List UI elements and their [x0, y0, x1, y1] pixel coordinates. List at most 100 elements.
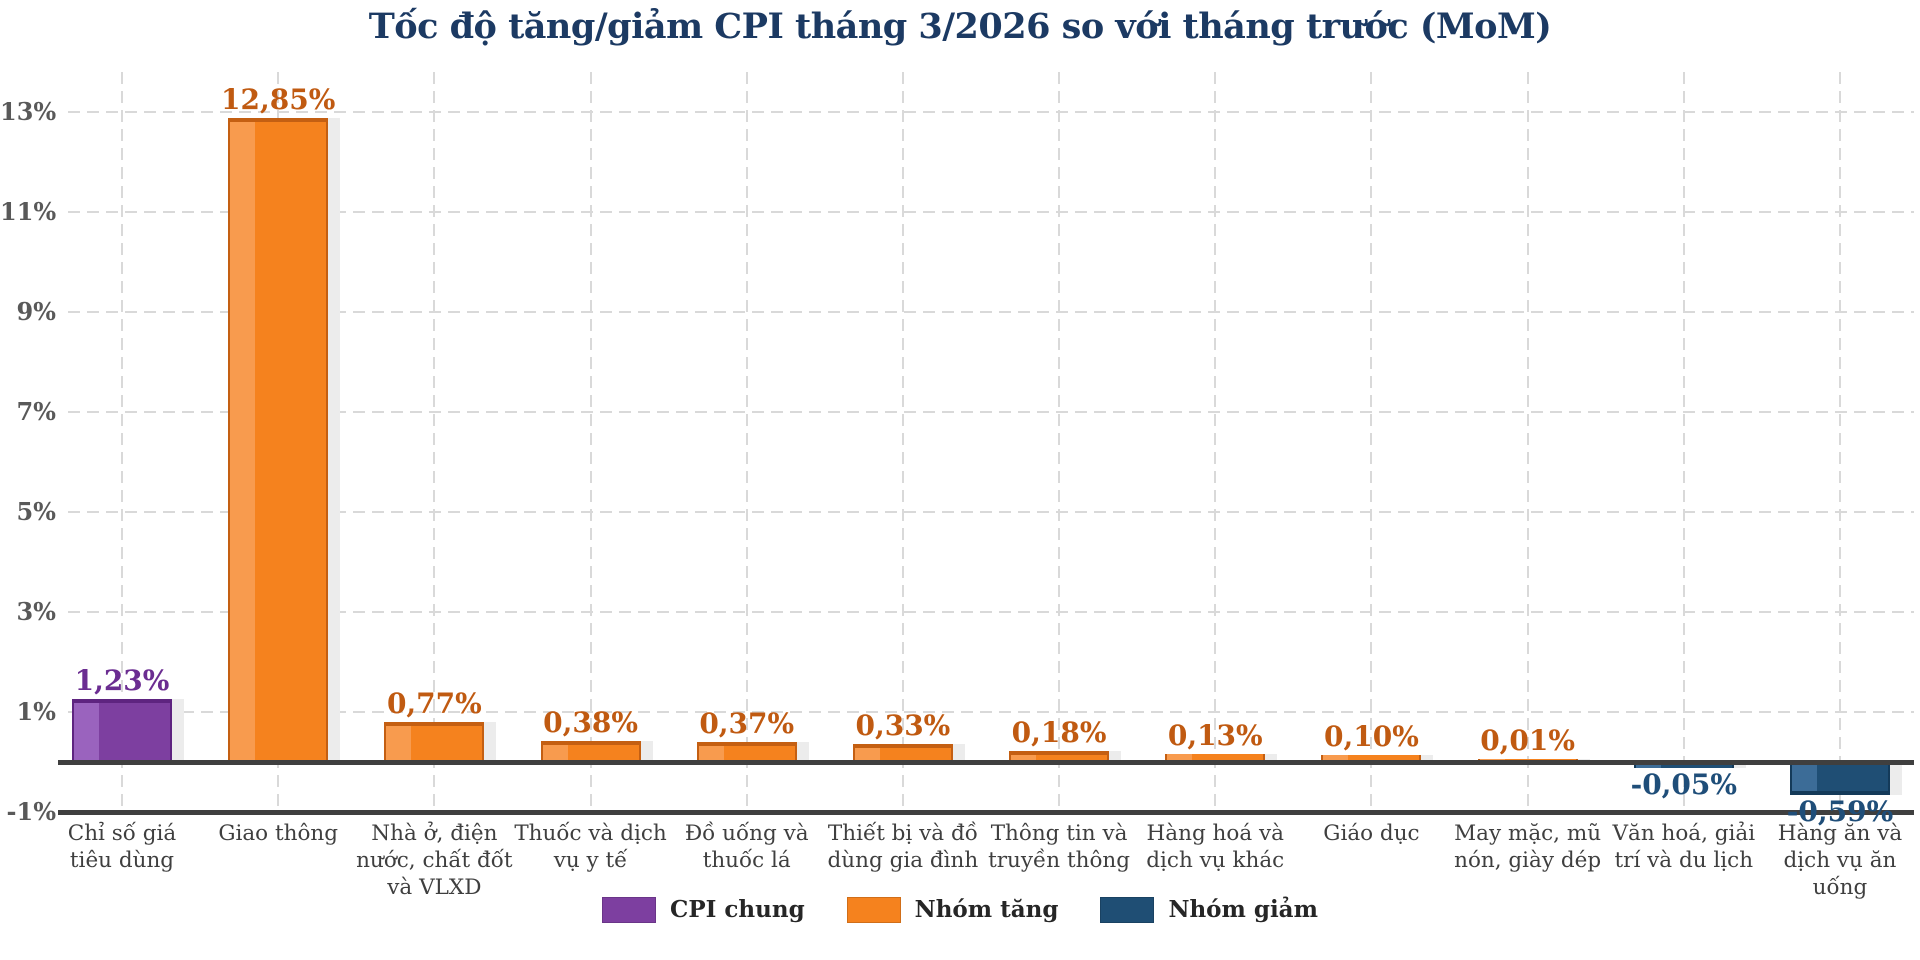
category-label-line: tiêu dùng — [69, 848, 175, 873]
y-axis-tick-label: -1% — [6, 797, 56, 826]
category-label-line: Hàng ăn và — [1777, 821, 1903, 846]
category-label-line: Giáo dục — [1323, 821, 1420, 846]
bar-6[interactable] — [852, 743, 953, 760]
y-axis-tick-label: 3% — [16, 597, 56, 626]
legend-swatch-down — [1100, 896, 1155, 923]
x-axis-category-label: Đồ uống và thuốc lá — [659, 820, 835, 874]
bar-value-label: 1,23% — [74, 663, 170, 697]
zero-axis-line — [58, 760, 1914, 765]
horizontal-gridline — [68, 711, 1914, 713]
x-axis-category-label: Thiết bị và đồ dùng gia đình — [815, 820, 991, 874]
bar-value-label: 0,38% — [543, 706, 638, 739]
bar-4[interactable] — [540, 741, 641, 760]
vertical-gridline — [1370, 72, 1373, 810]
category-label-line: Chỉ số giá — [67, 821, 177, 846]
category-label-line: Hàng hoá và — [1146, 821, 1284, 846]
category-label-line: Đồ uống và — [684, 821, 809, 846]
horizontal-gridline — [68, 211, 1914, 213]
x-axis-category-label: Nhà ở, điện nước, chất đốt và VLXD — [346, 820, 522, 901]
bar-3[interactable] — [384, 721, 485, 760]
category-label-line: Nhà ở, điện — [371, 821, 498, 846]
category-label-line: nón, giày dép — [1454, 848, 1602, 873]
bar-value-label: 0,01% — [1480, 724, 1576, 757]
legend-item-down[interactable]: Nhóm giảm — [1100, 896, 1318, 923]
bar-value-label: -0,59% — [1786, 794, 1894, 828]
vertical-gridline — [433, 72, 436, 810]
bar-9[interactable] — [1321, 755, 1422, 760]
category-label-line: Thiết bị và đồ — [827, 821, 978, 846]
category-label-line: Thông tin và — [990, 821, 1128, 846]
vertical-gridline — [1838, 72, 1841, 810]
vertical-gridline — [1214, 72, 1217, 810]
y-axis-tick-label: 11% — [0, 197, 57, 226]
y-axis-tick-label: 1% — [16, 697, 56, 726]
x-axis-category-label: Hàng hoá và dịch vụ khác — [1127, 820, 1303, 874]
x-axis-category-label: Thuốc và dịch vụ y tế — [503, 820, 679, 874]
bar-7[interactable] — [1009, 751, 1110, 760]
category-label-line: May mặc, mũ — [1454, 821, 1602, 846]
category-label-line: thuốc lá — [702, 848, 791, 873]
bar-value-label: 0,37% — [699, 706, 795, 740]
bottom-axis-line — [58, 810, 1914, 815]
bar-value-label: -0,05% — [1630, 767, 1737, 801]
legend-label: CPI chung — [670, 896, 805, 923]
vertical-gridline — [121, 72, 123, 810]
bar-5[interactable] — [696, 741, 797, 760]
x-axis-category-label: Thông tin và truyền thông — [971, 820, 1147, 874]
x-axis-category-label: Hàng ăn và dịch vụ ăn uống — [1752, 820, 1920, 901]
horizontal-gridline — [68, 111, 1914, 113]
bar-value-label: 0,10% — [1324, 720, 1419, 753]
bar-value-label: 0,18% — [1011, 716, 1107, 749]
bar-value-label: 0,77% — [386, 686, 482, 720]
bar-10[interactable] — [1477, 759, 1578, 760]
legend-item-up[interactable]: Nhóm tăng — [846, 896, 1059, 923]
chart-title: Tốc độ tăng/giảm CPI tháng 3/2026 so với… — [368, 6, 1552, 47]
category-label-line: trí và du lịch — [1614, 848, 1754, 873]
vertical-gridline — [745, 72, 748, 810]
y-axis-tick-label: 13% — [0, 97, 57, 126]
y-axis-tick-label: 7% — [16, 397, 56, 426]
horizontal-gridline — [68, 511, 1914, 513]
x-axis-category-label: Giáo dục — [1283, 820, 1459, 847]
horizontal-gridline — [68, 411, 1914, 413]
category-label-line: dịch vụ khác — [1146, 848, 1285, 873]
bar-value-label: 0,13% — [1167, 718, 1263, 752]
bar-value-label: 0,33% — [855, 708, 951, 742]
category-label-line: Thuốc và dịch — [514, 821, 667, 846]
bar-1[interactable] — [72, 698, 172, 760]
category-label-line: vụ y tế — [553, 848, 628, 873]
vertical-gridline — [1682, 72, 1685, 810]
category-label-line: dịch vụ ăn — [1783, 848, 1897, 873]
bar-12[interactable] — [1789, 765, 1890, 795]
x-axis-category-label: Văn hoá, giải trí và du lịch — [1596, 820, 1772, 874]
category-label-line: dùng gia đình — [827, 848, 979, 873]
horizontal-gridline — [68, 311, 1914, 313]
legend-label: Nhóm giảm — [1168, 896, 1318, 923]
bar-2[interactable] — [228, 117, 329, 760]
category-label-line: Văn hoá, giải — [1612, 821, 1756, 846]
legend-swatch-up — [846, 896, 901, 923]
bar-11[interactable] — [1633, 765, 1734, 768]
category-label-line: uống — [1812, 875, 1868, 900]
y-axis-tick-label: 5% — [16, 497, 56, 526]
category-label-line: và VLXD — [387, 875, 482, 900]
x-axis-category-label: May mặc, mũ nón, giày dép — [1440, 820, 1616, 874]
x-axis-category-label: Chỉ số giá tiêu dùng — [34, 820, 210, 874]
category-label-line: nước, chất đốt — [356, 848, 513, 873]
bar-value-label: 12,85% — [221, 82, 336, 116]
y-axis-tick-label: 9% — [16, 297, 56, 326]
legend: CPI chung Nhóm tăng Nhóm giảm — [0, 896, 1920, 923]
category-label-line: Giao thông — [218, 821, 339, 846]
legend-swatch-cpi — [602, 896, 657, 923]
vertical-gridline — [1526, 72, 1529, 810]
vertical-gridline — [901, 72, 904, 810]
bar-8[interactable] — [1165, 753, 1266, 760]
legend-item-cpi[interactable]: CPI chung — [602, 896, 805, 923]
category-label-line: truyền thông — [988, 848, 1131, 873]
vertical-gridline — [1058, 72, 1061, 810]
horizontal-gridline — [68, 611, 1914, 613]
vertical-gridline — [589, 72, 592, 810]
legend-label: Nhóm tăng — [914, 896, 1059, 923]
x-axis-category-label: Giao thông — [190, 820, 366, 847]
